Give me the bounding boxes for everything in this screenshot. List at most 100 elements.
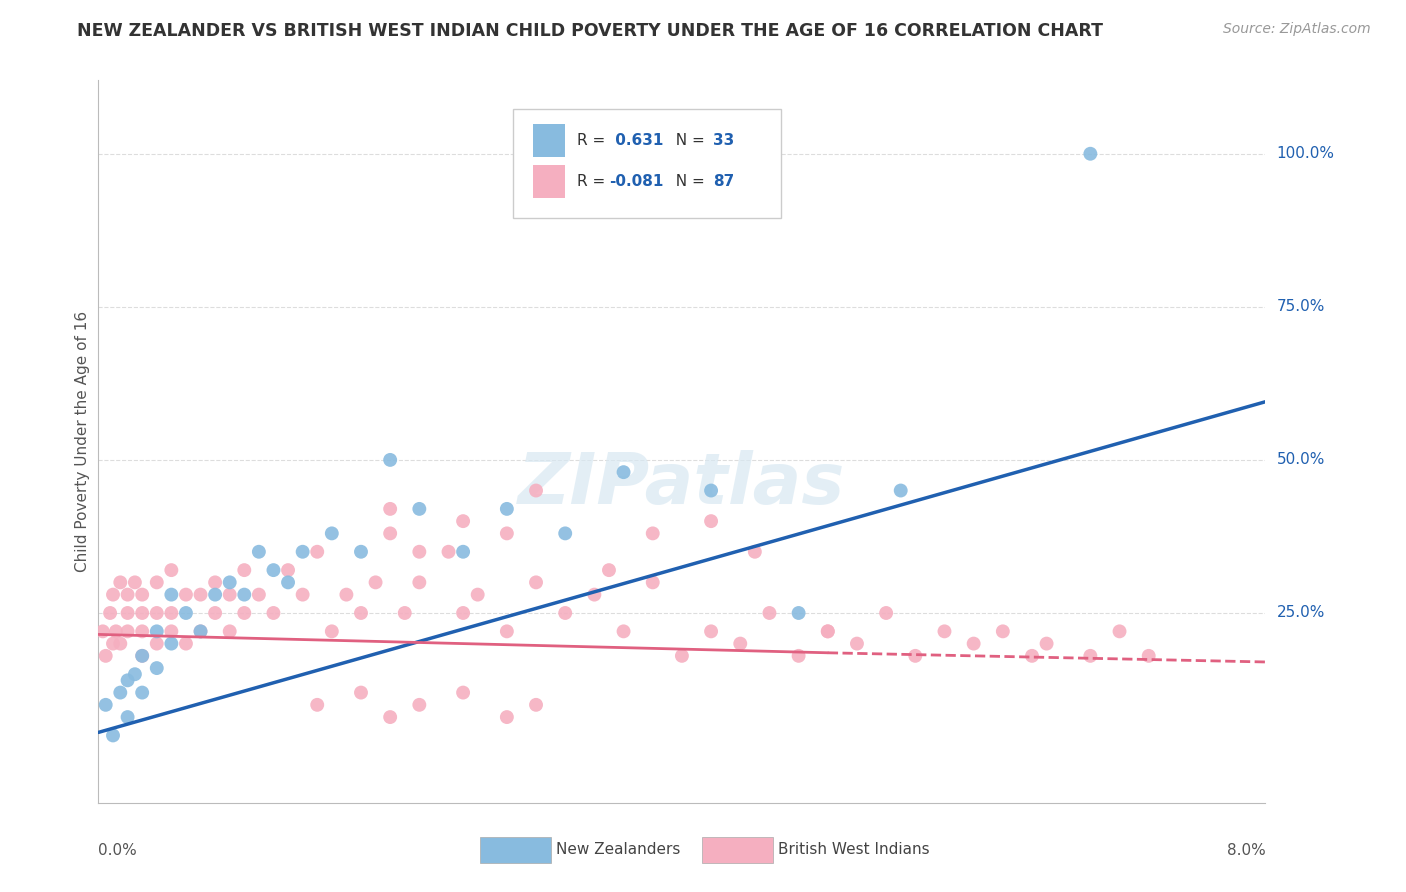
- Text: 0.631: 0.631: [610, 133, 664, 148]
- Point: [101, 588, 124, 602]
- Point: [758, 606, 780, 620]
- Point: [451, 606, 474, 620]
- Point: [174, 606, 197, 620]
- Point: [190, 624, 212, 639]
- Point: [146, 575, 169, 590]
- Text: N =: N =: [665, 133, 709, 148]
- Point: [321, 526, 343, 541]
- Point: [350, 685, 373, 699]
- FancyBboxPatch shape: [479, 837, 551, 863]
- Point: [1080, 648, 1102, 663]
- Point: [146, 637, 169, 651]
- Text: 87: 87: [713, 174, 735, 189]
- Point: [291, 545, 314, 559]
- Text: Source: ZipAtlas.com: Source: ZipAtlas.com: [1223, 22, 1371, 37]
- Point: [131, 685, 153, 699]
- Point: [94, 648, 117, 663]
- Point: [117, 606, 139, 620]
- Y-axis label: Child Poverty Under the Age of 16: Child Poverty Under the Age of 16: [75, 311, 90, 572]
- Point: [124, 667, 146, 681]
- Point: [1137, 648, 1160, 663]
- FancyBboxPatch shape: [702, 837, 773, 863]
- Point: [146, 624, 169, 639]
- Point: [641, 526, 664, 541]
- Point: [641, 575, 664, 590]
- Point: [131, 648, 153, 663]
- Point: [787, 648, 810, 663]
- Point: [408, 545, 430, 559]
- Point: [233, 563, 256, 577]
- Point: [1108, 624, 1130, 639]
- Point: [524, 575, 547, 590]
- Point: [496, 502, 519, 516]
- Point: [451, 545, 474, 559]
- Text: R =: R =: [576, 174, 610, 189]
- Point: [934, 624, 956, 639]
- Point: [101, 637, 124, 651]
- Point: [380, 502, 402, 516]
- Point: [110, 575, 132, 590]
- Point: [700, 624, 723, 639]
- Point: [890, 483, 912, 498]
- Point: [875, 606, 897, 620]
- Point: [174, 637, 197, 651]
- Point: [787, 606, 810, 620]
- Text: 8.0%: 8.0%: [1226, 843, 1265, 857]
- Point: [524, 698, 547, 712]
- Point: [1080, 146, 1102, 161]
- Point: [247, 545, 270, 559]
- Point: [131, 588, 153, 602]
- Point: [117, 673, 139, 688]
- Text: 100.0%: 100.0%: [1277, 146, 1334, 161]
- Point: [335, 588, 357, 602]
- Point: [364, 575, 387, 590]
- Point: [451, 685, 474, 699]
- Point: [277, 575, 299, 590]
- Point: [98, 606, 121, 620]
- Point: [94, 698, 117, 712]
- Point: [700, 514, 723, 528]
- Point: [131, 648, 153, 663]
- Text: 50.0%: 50.0%: [1277, 452, 1324, 467]
- Point: [110, 637, 132, 651]
- Point: [598, 563, 620, 577]
- Point: [204, 575, 226, 590]
- Point: [146, 606, 169, 620]
- Point: [612, 465, 634, 479]
- Point: [730, 637, 752, 651]
- Point: [124, 575, 146, 590]
- Point: [307, 698, 329, 712]
- Point: [160, 624, 183, 639]
- Point: [233, 606, 256, 620]
- Bar: [533, 165, 565, 198]
- Point: [817, 624, 839, 639]
- Point: [744, 545, 766, 559]
- Point: [104, 624, 127, 639]
- Text: ZIPatlas: ZIPatlas: [519, 450, 845, 519]
- Point: [233, 588, 256, 602]
- Point: [218, 624, 240, 639]
- Point: [190, 624, 212, 639]
- Text: N =: N =: [665, 174, 709, 189]
- Point: [204, 606, 226, 620]
- Point: [131, 624, 153, 639]
- Point: [380, 526, 402, 541]
- Point: [904, 648, 927, 663]
- Point: [408, 698, 430, 712]
- Text: British West Indians: British West Indians: [778, 842, 929, 857]
- Point: [451, 514, 474, 528]
- Point: [671, 648, 693, 663]
- Point: [554, 526, 576, 541]
- Point: [218, 575, 240, 590]
- Point: [174, 588, 197, 602]
- Point: [160, 588, 183, 602]
- Point: [218, 588, 240, 602]
- Point: [117, 624, 139, 639]
- Point: [146, 661, 169, 675]
- Point: [408, 502, 430, 516]
- Point: [350, 545, 373, 559]
- Point: [467, 588, 489, 602]
- Point: [394, 606, 416, 620]
- Point: [496, 526, 519, 541]
- Point: [380, 453, 402, 467]
